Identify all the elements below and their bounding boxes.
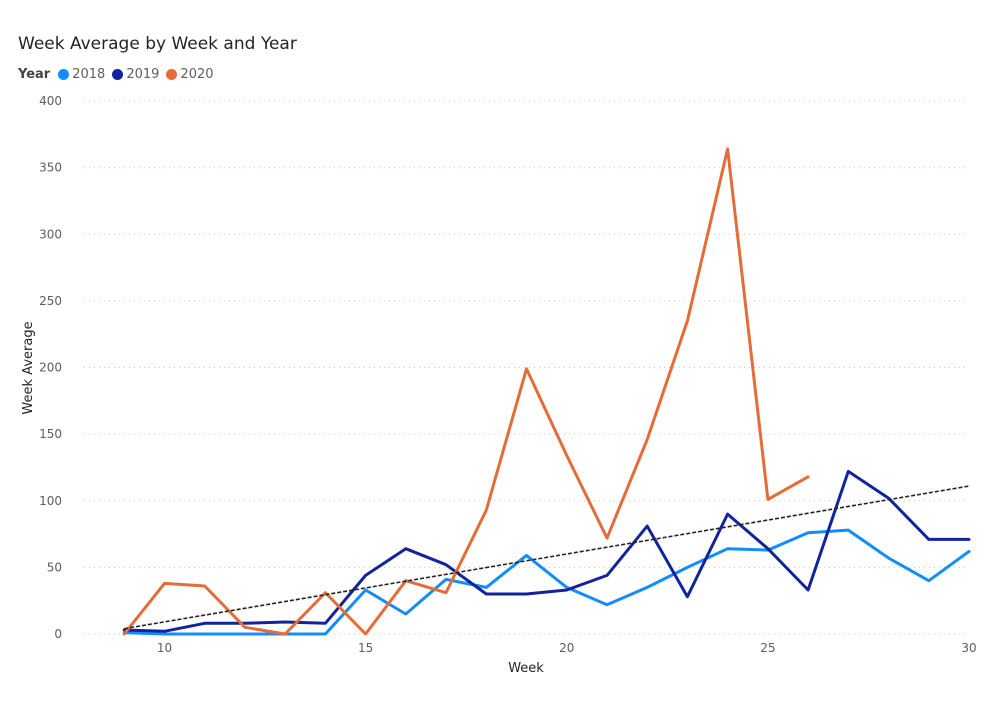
- trend-line-path: [124, 485, 970, 630]
- data-point-2020[interactable]: [765, 496, 771, 502]
- data-point-2019[interactable]: [765, 546, 771, 552]
- data-point-2018[interactable]: [684, 564, 690, 570]
- data-point-2020[interactable]: [725, 146, 731, 152]
- data-point-2018[interactable]: [242, 631, 248, 637]
- legend-dot-2018: [58, 69, 70, 80]
- data-point-2018[interactable]: [604, 602, 610, 608]
- data-point-2019[interactable]: [966, 536, 972, 542]
- data-point-2018[interactable]: [725, 546, 731, 552]
- legend-dot-2020: [166, 69, 178, 80]
- data-point-2020[interactable]: [202, 583, 208, 589]
- data-point-2018[interactable]: [886, 555, 892, 561]
- y-axis-label: Week Average: [21, 321, 36, 414]
- data-point-2019[interactable]: [282, 619, 288, 625]
- x-axis-ticks: 10 15 20 25 30: [157, 641, 977, 655]
- legend-dot-2019: [112, 69, 124, 80]
- legend-item-2020[interactable]: 2020: [166, 67, 214, 82]
- data-point-2019[interactable]: [161, 628, 167, 634]
- chart-title: Week Average by Week and Year: [18, 34, 297, 54]
- series-line-2019[interactable]: [122, 469, 971, 633]
- data-point-2018[interactable]: [926, 578, 932, 584]
- y-tick-label: 250: [39, 294, 62, 308]
- data-point-2018[interactable]: [524, 552, 530, 558]
- y-axis-ticks: 0 50 100 150 200 250 300 350 400: [39, 94, 62, 641]
- data-point-2020[interactable]: [483, 507, 489, 513]
- data-point-2020[interactable]: [282, 631, 288, 637]
- data-point-2020[interactable]: [524, 366, 530, 372]
- legend-label-2018: 2018: [72, 67, 106, 82]
- series-lines: [121, 146, 972, 637]
- x-tick-label: 10: [157, 641, 172, 655]
- data-point-2020[interactable]: [805, 474, 811, 480]
- data-point-2020[interactable]: [121, 631, 127, 637]
- series-line-2020[interactable]: [122, 147, 810, 636]
- data-point-2019[interactable]: [644, 523, 650, 529]
- data-point-2019[interactable]: [363, 572, 369, 578]
- data-point-2019[interactable]: [202, 620, 208, 626]
- data-point-2018[interactable]: [644, 584, 650, 590]
- data-point-2019[interactable]: [322, 620, 328, 626]
- data-point-2020[interactable]: [604, 535, 610, 541]
- legend-label-2019: 2019: [126, 67, 160, 82]
- data-point-2018[interactable]: [483, 584, 489, 590]
- x-tick-label: 15: [358, 641, 373, 655]
- data-point-2019[interactable]: [845, 468, 851, 474]
- data-point-2019[interactable]: [926, 536, 932, 542]
- data-point-2020[interactable]: [564, 452, 570, 458]
- data-point-2018[interactable]: [443, 576, 449, 582]
- data-point-2019[interactable]: [805, 587, 811, 593]
- x-tick-label: 20: [559, 641, 574, 655]
- data-point-2019[interactable]: [725, 511, 731, 517]
- y-tick-label: 100: [39, 494, 62, 508]
- data-point-2020[interactable]: [161, 580, 167, 586]
- data-point-2018[interactable]: [805, 530, 811, 536]
- data-point-2019[interactable]: [403, 546, 409, 552]
- x-tick-label: 25: [760, 641, 775, 655]
- series-line-2018[interactable]: [122, 528, 971, 636]
- data-point-2019[interactable]: [564, 587, 570, 593]
- data-point-2019[interactable]: [684, 594, 690, 600]
- legend-item-2018[interactable]: 2018: [58, 67, 105, 82]
- trend-line: [124, 485, 970, 630]
- data-point-2018[interactable]: [966, 548, 972, 554]
- y-tick-label: 400: [39, 94, 62, 108]
- data-point-2019[interactable]: [604, 572, 610, 578]
- data-point-2018[interactable]: [845, 527, 851, 533]
- y-tick-label: 350: [39, 161, 62, 175]
- y-tick-label: 200: [39, 361, 62, 375]
- y-tick-label: 300: [39, 227, 62, 241]
- legend-title: Year: [18, 67, 51, 82]
- y-tick-label: 0: [54, 627, 62, 641]
- legend-label-2020: 2020: [180, 67, 214, 82]
- data-point-2018[interactable]: [202, 631, 208, 637]
- data-point-2019[interactable]: [443, 562, 449, 568]
- data-point-2020[interactable]: [644, 436, 650, 442]
- legend-item-2019[interactable]: 2019: [112, 67, 159, 82]
- data-point-2020[interactable]: [363, 631, 369, 637]
- y-tick-label: 50: [47, 560, 62, 574]
- data-point-2018[interactable]: [403, 611, 409, 617]
- legend: Year 2018 2019 2020: [18, 67, 221, 82]
- data-point-2020[interactable]: [684, 318, 690, 324]
- x-tick-label: 30: [961, 641, 976, 655]
- y-tick-label: 150: [39, 427, 62, 441]
- data-point-2020[interactable]: [242, 624, 248, 630]
- data-point-2019[interactable]: [524, 591, 530, 597]
- data-point-2018[interactable]: [322, 631, 328, 637]
- data-point-2019[interactable]: [483, 591, 489, 597]
- data-point-2020[interactable]: [443, 590, 449, 596]
- x-axis-label: Week: [508, 661, 544, 676]
